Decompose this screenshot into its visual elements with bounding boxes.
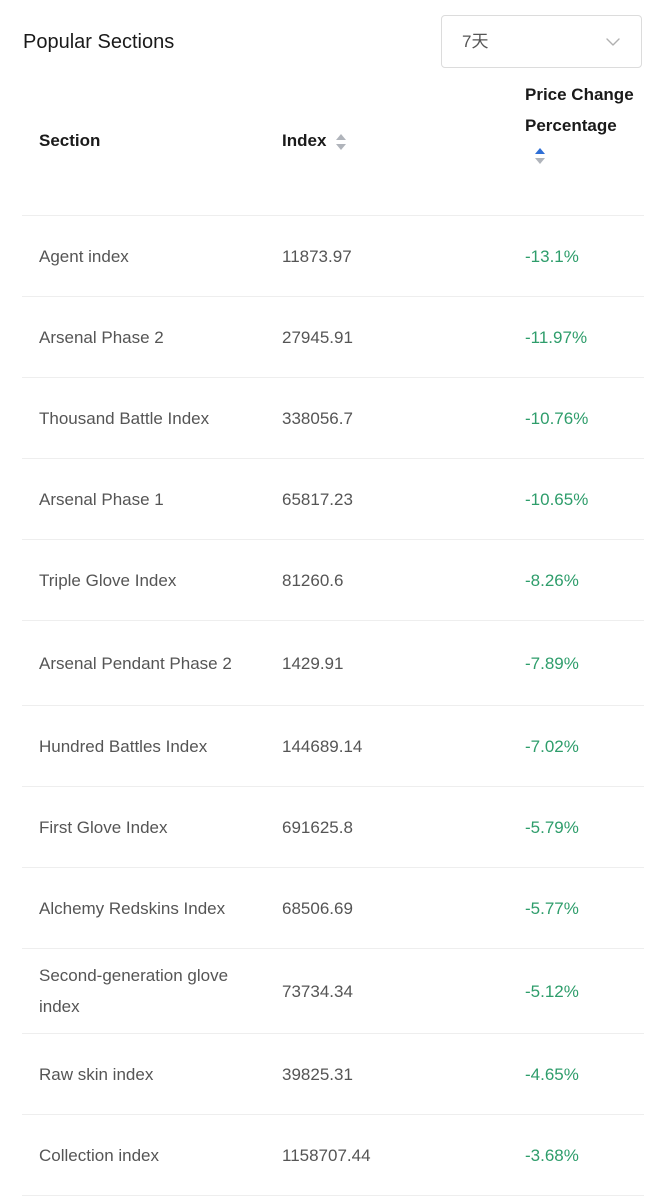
- table-header: Section Index Price Change Percentage: [22, 82, 644, 216]
- change-value: -8.26%: [525, 570, 579, 590]
- change-value: -7.02%: [525, 736, 579, 756]
- table-row[interactable]: Alchemy Redskins Index 68506.69 -5.77%: [22, 868, 644, 949]
- table-row[interactable]: Collection index 1158707.44 -3.68%: [22, 1115, 644, 1196]
- table-row[interactable]: Arsenal Phase 2 27945.91 -11.97%: [22, 297, 644, 378]
- table-row[interactable]: Hundred Battles Index 144689.14 -7.02%: [22, 706, 644, 787]
- section-name: Alchemy Redskins Index: [39, 898, 226, 918]
- column-header-index[interactable]: Index: [282, 125, 347, 156]
- index-value: 68506.69: [282, 898, 353, 918]
- section-name: First Glove Index: [39, 817, 168, 837]
- section-name: Agent index: [39, 246, 129, 266]
- table-row[interactable]: Arsenal Pendant Phase 2 1429.91 -7.89%: [22, 621, 644, 706]
- index-value: 1429.91: [282, 653, 344, 673]
- index-value: 338056.7: [282, 408, 353, 428]
- index-value: 27945.91: [282, 327, 353, 347]
- change-value: -11.97%: [525, 327, 588, 347]
- section-name: Thousand Battle Index: [39, 408, 210, 428]
- section-name: Triple Glove Index: [39, 570, 177, 590]
- index-value: 691625.8: [282, 817, 353, 837]
- table-row[interactable]: First Glove Index 691625.8 -5.79%: [22, 787, 644, 868]
- change-value: -13.1%: [525, 246, 579, 266]
- section-name: Second-generation glove index: [39, 966, 229, 1016]
- table-row[interactable]: Raw skin index 39825.31 -4.65%: [22, 1034, 644, 1115]
- change-value: -10.65%: [525, 489, 589, 509]
- index-value: 73734.34: [282, 981, 353, 1001]
- section-name: Hundred Battles Index: [39, 736, 208, 756]
- index-value: 1158707.44: [282, 1145, 371, 1165]
- sections-table: Section Index Price Change Percentage: [22, 82, 644, 1196]
- section-name: Arsenal Phase 1: [39, 489, 164, 509]
- sort-icon[interactable]: [335, 131, 347, 151]
- table-row[interactable]: Triple Glove Index 81260.6 -8.26%: [22, 540, 644, 621]
- period-select-value: 7天: [462, 32, 489, 51]
- change-value: -5.77%: [525, 898, 579, 918]
- index-value: 39825.31: [282, 1064, 353, 1084]
- section-name: Arsenal Phase 2: [39, 327, 164, 347]
- change-value: -5.12%: [525, 981, 579, 1001]
- change-value: -4.65%: [525, 1064, 579, 1084]
- index-value: 11873.97: [282, 246, 352, 266]
- column-header-change[interactable]: Price Change Percentage: [525, 79, 635, 165]
- table-row[interactable]: Second-generation glove index 73734.34 -…: [22, 949, 644, 1034]
- index-value: 65817.23: [282, 489, 353, 509]
- index-value: 144689.14: [282, 736, 363, 756]
- index-value: 81260.6: [282, 570, 344, 590]
- table-row[interactable]: Agent index 11873.97 -13.1%: [22, 216, 644, 297]
- section-name: Raw skin index: [39, 1064, 154, 1084]
- change-value: -5.79%: [525, 817, 579, 837]
- column-header-change-label: Price Change Percentage: [525, 85, 634, 135]
- table-row[interactable]: Thousand Battle Index 338056.7 -10.76%: [22, 378, 644, 459]
- change-value: -10.76%: [525, 408, 589, 428]
- chevron-down-icon: [605, 34, 621, 50]
- header: Popular Sections 7天: [0, 0, 670, 82]
- section-name: Arsenal Pendant Phase 2: [39, 653, 232, 673]
- period-select[interactable]: 7天: [441, 15, 642, 68]
- sort-icon[interactable]: [534, 145, 546, 165]
- change-value: -3.68%: [525, 1145, 579, 1165]
- table-row[interactable]: Arsenal Phase 1 65817.23 -10.65%: [22, 459, 644, 540]
- column-header-index-label: Index: [282, 131, 327, 150]
- column-header-section: Section: [39, 131, 101, 150]
- section-name: Collection index: [39, 1145, 160, 1165]
- page-title: Popular Sections: [23, 31, 175, 53]
- change-value: -7.89%: [525, 653, 579, 673]
